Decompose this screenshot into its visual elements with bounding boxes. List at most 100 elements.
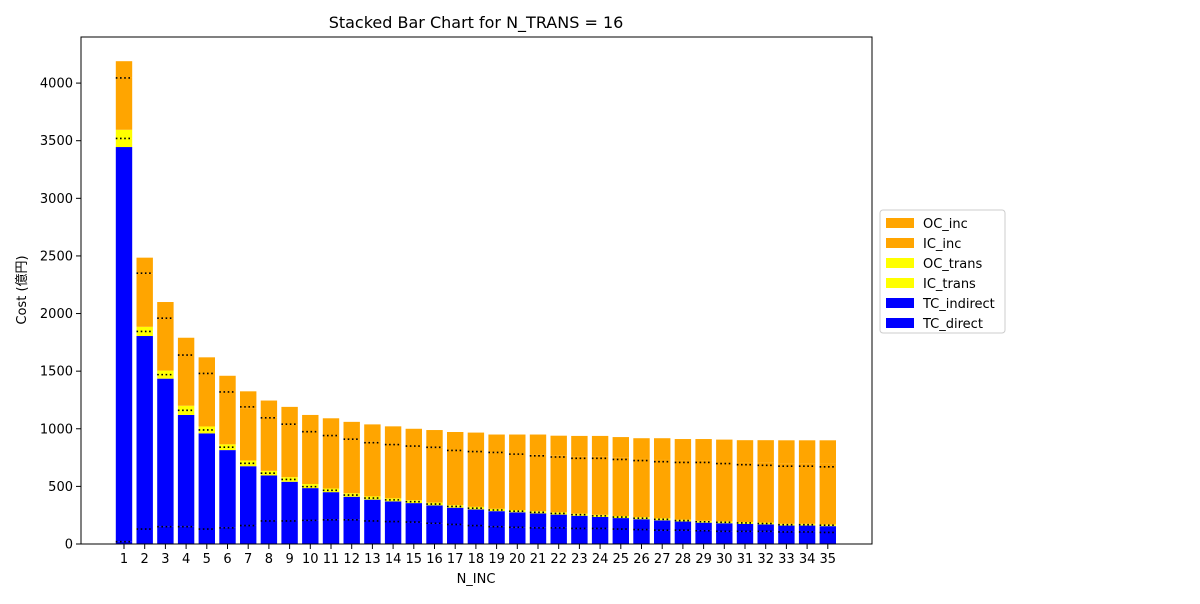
bar-segment-tc-direct <box>322 519 340 544</box>
bar-segment-oc-trans <box>695 520 712 522</box>
bar-segment-ic-trans <box>260 473 278 476</box>
plot-frame <box>80 36 873 545</box>
x-tick-label: 34 <box>799 552 816 567</box>
bar-segment-oc-inc <box>488 434 505 453</box>
bar-segment-oc-trans <box>571 513 588 515</box>
x-tick-label: 28 <box>675 552 692 567</box>
bar-segment-oc-inc <box>674 439 692 461</box>
bar-segment-oc-trans <box>405 500 422 502</box>
bar-segment-oc-trans <box>115 129 133 139</box>
bar-segment-ic-inc <box>736 462 754 522</box>
bar-segment-ic-inc <box>136 273 153 327</box>
x-tick-label: 13 <box>364 552 381 567</box>
bar-segment-ic-trans <box>136 331 153 337</box>
bar-segment-tc-indirect <box>571 515 588 529</box>
bar-segment-tc-direct <box>364 520 381 544</box>
bar-segment-oc-trans <box>757 522 774 524</box>
bar-segment-oc-trans <box>177 405 195 411</box>
x-tick-label: 30 <box>716 552 733 567</box>
bar-segment-oc-inc <box>115 61 133 78</box>
bar-segment-oc-inc <box>322 418 340 436</box>
x-tick-label: 11 <box>323 552 340 567</box>
bar-segment-ic-trans <box>467 508 485 510</box>
bar-segment-ic-trans <box>716 522 733 524</box>
x-tick-label: 2 <box>141 552 149 567</box>
x-axis-label: N_INC <box>457 572 496 587</box>
y-tick-label: 0 <box>65 538 73 553</box>
x-tick-label: 3 <box>161 552 169 567</box>
bar-segment-ic-trans <box>177 410 195 415</box>
bar-segment-ic-trans <box>426 504 443 506</box>
bar-segment-oc-trans <box>778 523 795 525</box>
bar-segment-tc-direct <box>591 528 609 544</box>
x-tick-label: 6 <box>223 552 231 567</box>
bar-segment-ic-inc <box>612 457 629 516</box>
bar-segment-ic-inc <box>778 463 795 524</box>
bar-segment-tc-direct <box>177 526 195 544</box>
legend-swatch-tc-indirect <box>886 298 914 308</box>
bar-segment-oc-trans <box>426 502 443 505</box>
bar-segment-tc-direct <box>488 526 505 544</box>
legend-label-tc-direct: TC_direct <box>922 317 983 332</box>
bar-segment-tc-direct <box>695 530 712 544</box>
bar-segment-ic-inc <box>281 424 298 478</box>
bar-segment-oc-trans <box>240 460 257 464</box>
x-tick-label: 15 <box>406 552 423 567</box>
bar-segment-tc-indirect <box>302 488 319 521</box>
bar-segment-ic-trans <box>591 515 609 517</box>
legend-label-ic-inc: IC_inc <box>923 237 961 252</box>
bar-segment-ic-trans <box>778 524 795 526</box>
bar-segment-ic-inc <box>364 441 381 497</box>
bar-segment-oc-inc <box>654 438 671 460</box>
bar-segment-tc-indirect <box>819 526 836 533</box>
x-tick-label: 10 <box>302 552 319 567</box>
bar-segment-oc-inc <box>447 432 464 451</box>
bar-segment-oc-trans <box>467 506 485 509</box>
bar-segment-oc-trans <box>322 488 340 491</box>
bar-segment-oc-trans <box>716 521 733 523</box>
bar-segment-tc-indirect <box>198 433 215 530</box>
y-tick-label: 1500 <box>40 365 73 380</box>
bar-segment-oc-trans <box>219 444 236 448</box>
bar-segment-tc-indirect <box>364 499 381 521</box>
bar-segment-oc-trans <box>364 496 381 499</box>
bar-segment-ic-inc <box>757 462 774 523</box>
bar-segment-oc-trans <box>384 498 402 500</box>
bar-segment-ic-trans <box>302 486 319 489</box>
x-tick-label: 35 <box>820 552 837 567</box>
bar-segment-ic-trans <box>674 520 692 522</box>
legend-swatch-ic-inc <box>886 238 914 248</box>
bar-segment-ic-trans <box>219 447 236 451</box>
bar-segment-tc-indirect <box>757 524 774 532</box>
bar-segment-tc-indirect <box>426 505 443 524</box>
bar-segment-tc-indirect <box>488 511 505 527</box>
bar-segment-oc-inc <box>736 440 754 463</box>
bar-segment-ic-inc <box>302 431 319 485</box>
bar-segment-ic-trans <box>343 495 360 497</box>
bar-segment-tc-indirect <box>695 522 712 531</box>
bar-segment-oc-trans <box>281 477 298 480</box>
bar-segment-ic-inc <box>819 463 836 525</box>
bar-segment-oc-trans <box>633 517 650 519</box>
bar-segment-oc-inc <box>426 430 443 448</box>
bar-segment-oc-inc <box>384 426 402 444</box>
x-tick-label: 18 <box>468 552 485 567</box>
bar-segment-tc-direct <box>819 532 836 544</box>
x-tick-label: 32 <box>757 552 774 567</box>
x-tick-label: 33 <box>778 552 795 567</box>
bar-segment-tc-direct <box>571 528 588 544</box>
bar-segment-ic-inc <box>177 355 195 406</box>
bar-segment-ic-trans <box>509 511 526 513</box>
bar-segment-oc-trans <box>550 512 567 514</box>
bar-segment-ic-inc <box>571 456 588 514</box>
legend-swatch-ic-trans <box>886 278 914 288</box>
x-tick-label: 21 <box>530 552 547 567</box>
bar-segment-oc-inc <box>778 440 795 464</box>
bars-layer <box>115 61 836 544</box>
bar-segment-tc-indirect <box>467 509 485 526</box>
bar-segment-tc-indirect <box>654 520 671 531</box>
bar-segment-ic-trans <box>405 501 422 504</box>
bar-segment-ic-inc <box>322 435 340 489</box>
bar-segment-oc-inc <box>177 337 195 356</box>
